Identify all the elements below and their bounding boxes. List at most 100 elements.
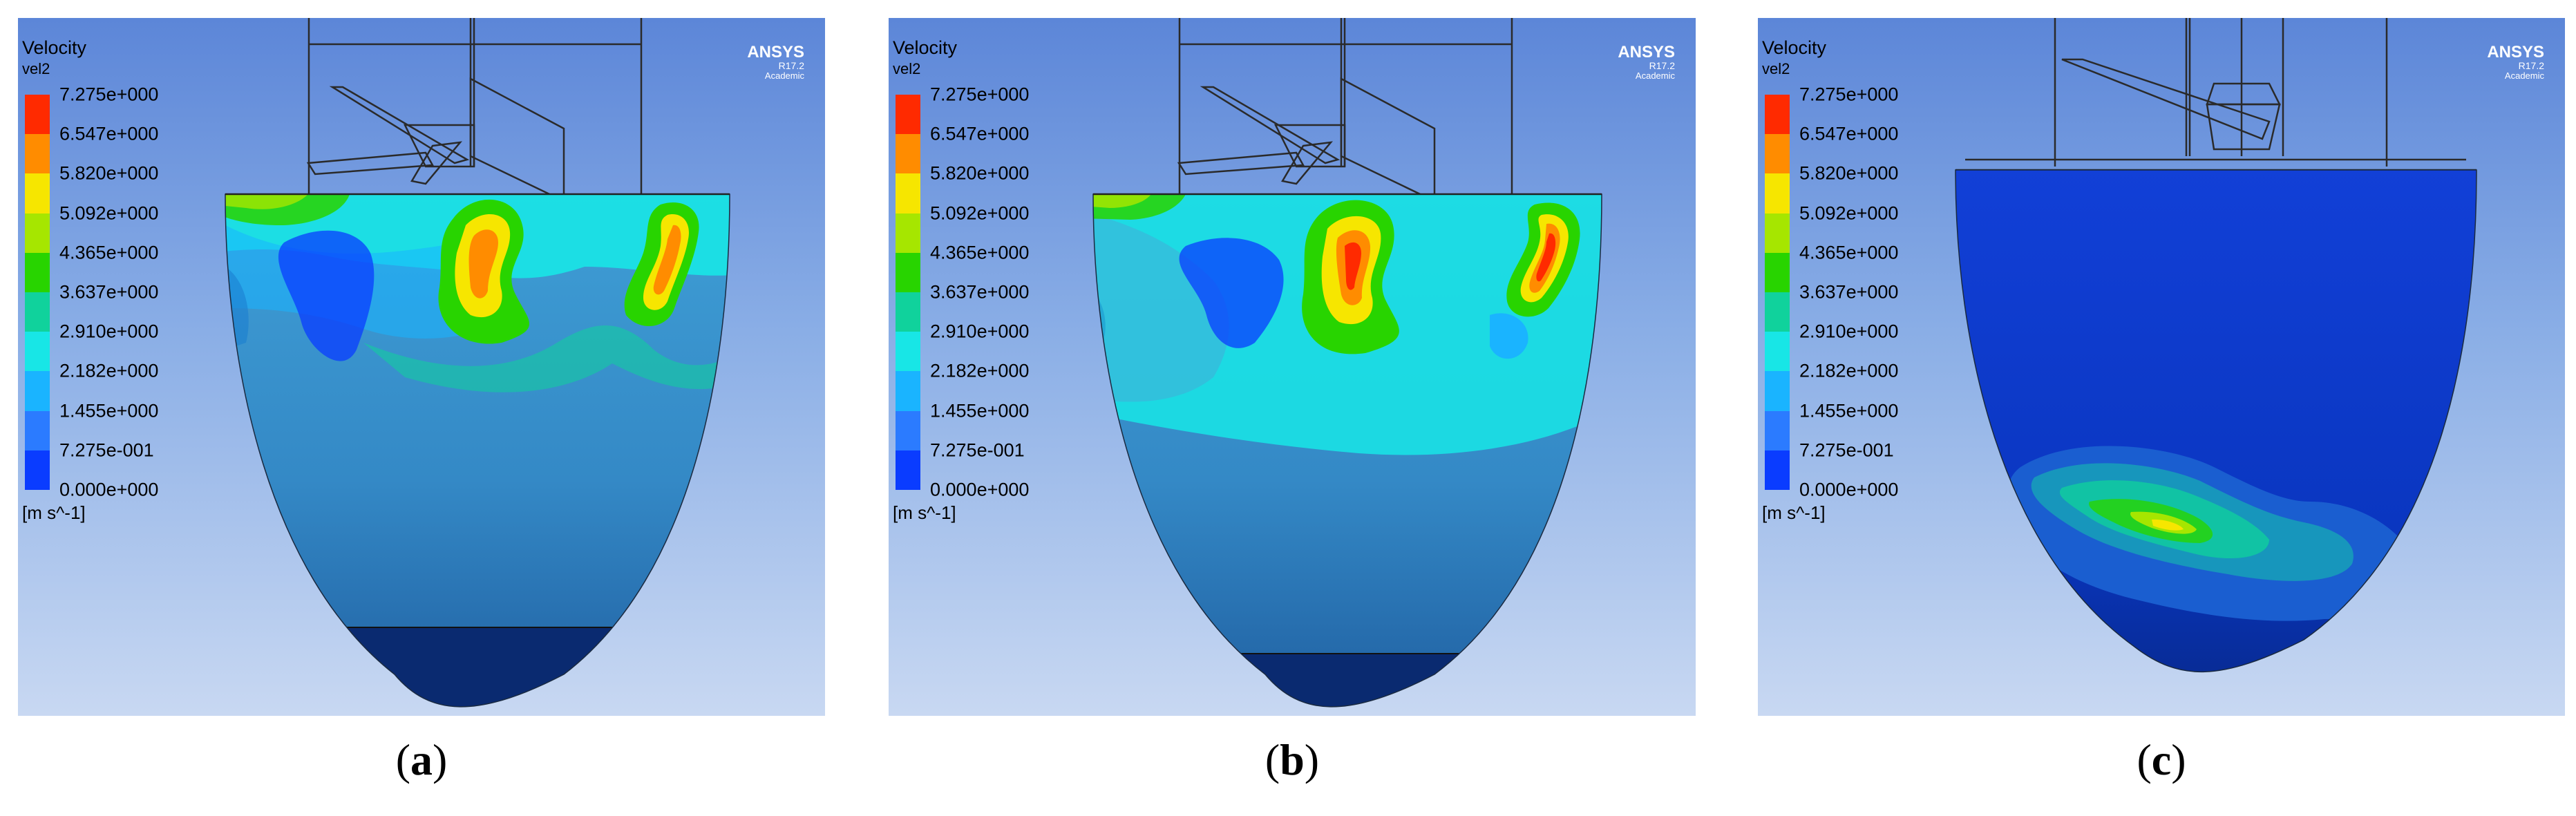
legend-swatch xyxy=(1765,252,1790,293)
legend-swatch xyxy=(896,450,920,491)
legend-title: Velocity xyxy=(1762,37,1827,58)
legend-swatch xyxy=(1765,450,1790,491)
vessel-contour-render-a xyxy=(225,18,730,708)
legend-level-label: 5.820e+000 xyxy=(59,162,159,184)
caption-c: (c) xyxy=(2137,735,2186,784)
legend-level-label: 0.000e+000 xyxy=(1799,479,1899,500)
legend-level-label: 2.910e+000 xyxy=(59,321,159,342)
legend-level-label: 5.092e+000 xyxy=(930,202,1030,224)
legend-level-label: 6.547e+000 xyxy=(1799,123,1899,144)
legend-title: Velocity xyxy=(893,37,958,58)
legend-swatch xyxy=(896,332,920,372)
legend-level-label: 3.637e+000 xyxy=(1799,281,1899,303)
impeller-wireframe xyxy=(306,18,643,202)
legend-level-label: 4.365e+000 xyxy=(1799,242,1899,263)
legend-swatch xyxy=(896,252,920,293)
legend-swatch xyxy=(896,134,920,174)
legend-level-label: 1.455e+000 xyxy=(930,400,1030,421)
legend-swatch xyxy=(1765,371,1790,411)
legend-swatch xyxy=(1765,332,1790,372)
legend-level-labels: 7.275e+000 6.547e+000 5.820e+000 5.092e+000… xyxy=(59,85,267,499)
legend-variable: vel2 xyxy=(893,60,921,77)
legend-level-label: 3.637e+000 xyxy=(59,281,159,303)
legend-swatch xyxy=(25,213,50,253)
legend-level-label: 6.547e+000 xyxy=(59,123,159,144)
caption-b: (b) xyxy=(1265,735,1320,784)
legend-variable: vel2 xyxy=(22,60,50,77)
legend-level-label: 2.182e+000 xyxy=(930,360,1030,381)
legend-swatch xyxy=(1765,213,1790,253)
legend-level-label: 7.275e+000 xyxy=(930,84,1030,105)
legend-level-label: 7.275e-001 xyxy=(59,439,154,461)
legend-level-label: 5.820e+000 xyxy=(1799,162,1899,184)
legend-swatch xyxy=(1765,173,1790,214)
legend-level-labels: 7.275e+000 6.547e+000 5.820e+000 5.092e+000… xyxy=(930,85,1137,499)
legend-swatch xyxy=(25,95,50,135)
ansys-logo: ANSYS R17.2 Academic xyxy=(2487,44,2544,82)
legend-color-bar xyxy=(896,95,920,491)
legend-level-labels: 7.275e+000 6.547e+000 5.820e+000 5.092e+000… xyxy=(1799,85,2007,499)
legend-swatch xyxy=(896,410,920,450)
legend-level-label: 7.275e+000 xyxy=(59,84,159,105)
legend-swatch xyxy=(896,371,920,411)
legend-color-bar xyxy=(1765,95,1790,491)
legend-level-label: 5.092e+000 xyxy=(1799,202,1899,224)
legend-level-label: 0.000e+000 xyxy=(59,479,159,500)
legend-swatch xyxy=(25,332,50,372)
legend-level-label: 7.275e-001 xyxy=(930,439,1025,461)
legend-unit: [m s^-1] xyxy=(22,502,86,523)
legend-swatch xyxy=(1765,95,1790,135)
legend-swatch xyxy=(25,252,50,293)
legend-level-label: 0.000e+000 xyxy=(930,479,1030,500)
logo-version: R17.2 xyxy=(1649,60,1675,71)
legend-level-label: 2.910e+000 xyxy=(1799,321,1899,342)
legend-level-label: 3.637e+000 xyxy=(930,281,1030,303)
ansys-logo: ANSYS R17.2 Academic xyxy=(747,44,804,82)
logo-version: R17.2 xyxy=(778,60,804,71)
legend-level-label: 4.365e+000 xyxy=(930,242,1030,263)
logo-brand: ANSYS xyxy=(2487,43,2544,61)
legend-unit: [m s^-1] xyxy=(893,502,956,523)
vessel-contour-render-c xyxy=(1955,18,2477,673)
legend-level-label: 7.275e-001 xyxy=(1799,439,1894,461)
legend-swatch xyxy=(25,371,50,411)
contour-panel-c: Velocity vel2 7.275e+000 6.547e+000 5.820e… xyxy=(1758,18,2565,716)
legend-level-label: 2.182e+000 xyxy=(59,360,159,381)
legend-swatch xyxy=(25,292,50,332)
legend-level-label: 6.547e+000 xyxy=(930,123,1030,144)
legend-swatch xyxy=(896,213,920,253)
legend-level-label: 2.182e+000 xyxy=(1799,360,1899,381)
ansys-logo: ANSYS R17.2 Academic xyxy=(1618,44,1675,82)
legend-swatch xyxy=(25,173,50,214)
legend-swatch xyxy=(1765,134,1790,174)
caption-a: (a) xyxy=(395,735,448,784)
legend-level-label: 5.092e+000 xyxy=(59,202,159,224)
legend-level-label: 7.275e+000 xyxy=(1799,84,1899,105)
legend-level-label: 4.365e+000 xyxy=(59,242,159,263)
legend-level-label: 1.455e+000 xyxy=(59,400,159,421)
impeller-wireframe xyxy=(1955,18,2476,171)
logo-edition: Academic xyxy=(764,70,804,82)
legend-swatch xyxy=(896,173,920,214)
legend-swatch xyxy=(1765,410,1790,450)
logo-brand: ANSYS xyxy=(747,43,804,61)
legend-level-label: 5.820e+000 xyxy=(930,162,1030,184)
legend-level-label: 1.455e+000 xyxy=(1799,400,1899,421)
legend-swatch xyxy=(25,450,50,491)
legend-swatch xyxy=(1765,292,1790,332)
legend-level-label: 2.910e+000 xyxy=(930,321,1030,342)
legend-swatch xyxy=(896,292,920,332)
logo-edition: Academic xyxy=(1635,70,1675,82)
legend-unit: [m s^-1] xyxy=(1762,502,1826,523)
legend-variable: vel2 xyxy=(1762,60,1790,77)
vessel-contour-render-b xyxy=(1092,18,1602,708)
legend-color-bar xyxy=(25,95,50,491)
logo-edition: Academic xyxy=(2504,70,2544,82)
contour-panel-b: Velocity vel2 7.275e+000 6.547e+000 5.820e… xyxy=(889,18,1696,716)
legend-swatch xyxy=(25,134,50,174)
logo-version: R17.2 xyxy=(2518,60,2544,71)
impeller-wireframe xyxy=(1177,18,1513,202)
legend-swatch xyxy=(896,95,920,135)
contour-panel-a: Velocity vel2 7.275e+000 6.547e+000 5.820e… xyxy=(18,18,825,716)
logo-brand: ANSYS xyxy=(1618,43,1675,61)
